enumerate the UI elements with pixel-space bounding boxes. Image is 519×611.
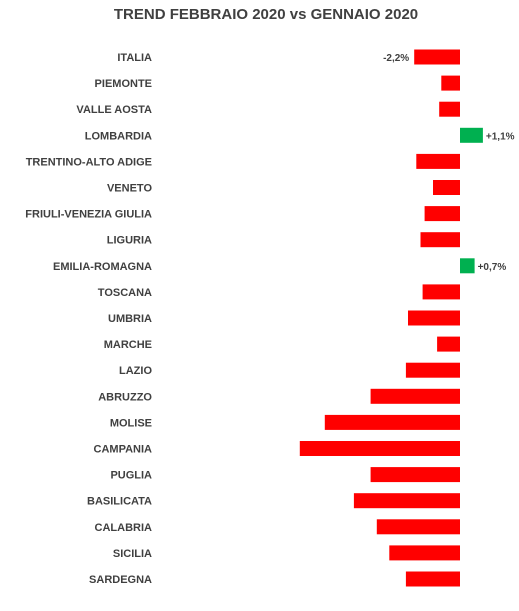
- bar: [370, 467, 460, 483]
- bar: [424, 206, 460, 222]
- category-label: ITALIA: [117, 52, 152, 64]
- category-label: MOLISE: [110, 417, 152, 429]
- category-label: LAZIO: [119, 365, 152, 377]
- category-label: LIGURIA: [107, 235, 152, 247]
- category-label: MARCHE: [104, 339, 152, 351]
- category-label: PUGLIA: [110, 470, 152, 482]
- category-label: PIEMONTE: [95, 78, 152, 90]
- category-label: TOSCANA: [98, 287, 152, 299]
- bars: [299, 49, 483, 587]
- category-label: EMILIA-ROMAGNA: [53, 261, 152, 273]
- category-label: TRENTINO-ALTO ADIGE: [26, 156, 152, 168]
- bar: [437, 336, 460, 352]
- bar: [416, 153, 460, 169]
- category-labels: ITALIA PIEMONTE VALLE AOSTA LOMBARDIA TRENTI…: [25, 52, 152, 586]
- category-label: SARDEGNA: [89, 574, 152, 586]
- bar: [433, 180, 460, 195]
- bar: [439, 101, 460, 117]
- bar: [370, 388, 460, 404]
- data-label: -2,2%: [383, 53, 409, 64]
- bar: [324, 414, 460, 430]
- category-label: UMBRIA: [108, 313, 152, 325]
- bar: [441, 75, 460, 91]
- chart-title: TREND FEBBRAIO 2020 vs GENNAIO 2020: [114, 6, 418, 23]
- bar: [414, 49, 460, 65]
- category-label: CAMPANIA: [94, 444, 153, 456]
- category-label: FRIULI-VENEZIA GIULIA: [25, 209, 152, 221]
- category-label: ABRUZZO: [98, 391, 152, 403]
- bar: [408, 310, 460, 326]
- bar: [405, 362, 460, 378]
- category-label: LOMBARDIA: [85, 130, 152, 142]
- data-label: +1,1%: [486, 131, 515, 142]
- data-label: +0,7%: [478, 262, 507, 273]
- bar: [422, 284, 460, 300]
- bar: [420, 232, 460, 248]
- category-label: CALABRIA: [95, 522, 152, 534]
- category-label: VALLE AOSTA: [76, 104, 152, 116]
- bar: [460, 127, 483, 143]
- bar: [299, 441, 460, 456]
- bar: [389, 545, 460, 561]
- bar: [460, 258, 475, 274]
- category-label: SICILIA: [113, 548, 152, 560]
- category-label: VENETO: [107, 183, 152, 195]
- data-labels: -2,2% +1,1% +0,7%: [383, 53, 515, 273]
- category-label: BASILICATA: [87, 496, 152, 508]
- bar: [405, 571, 460, 587]
- bar: [376, 519, 460, 535]
- bar: [353, 493, 460, 509]
